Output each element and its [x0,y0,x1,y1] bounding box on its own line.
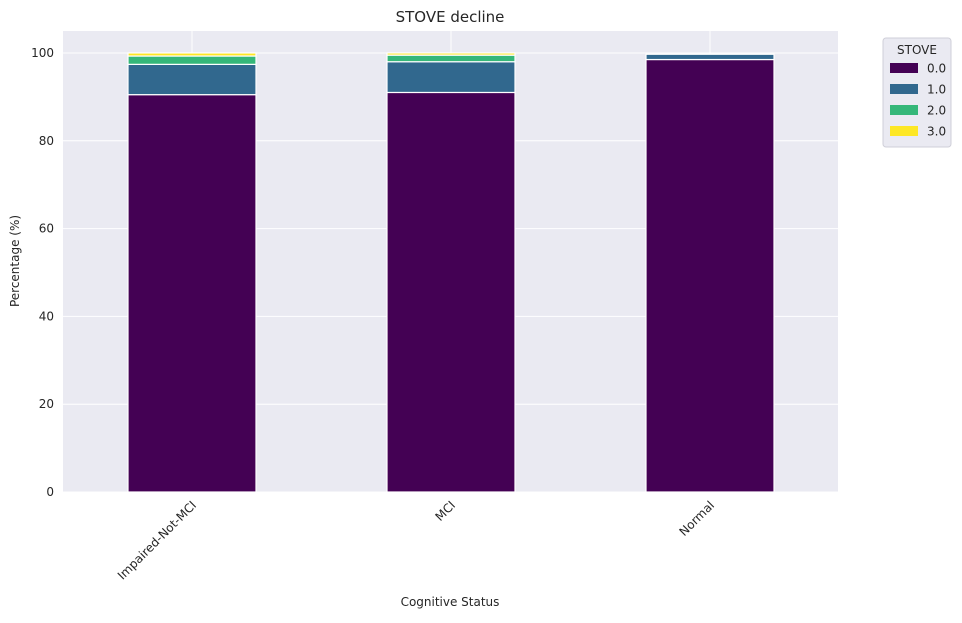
x-axis-label: Cognitive Status [401,595,500,609]
bar-segment [645,53,775,61]
x-tick-label: Impaired-Not-MCI [115,498,199,582]
y-tick-label: 40 [39,309,54,323]
y-tick-label: 100 [31,46,54,60]
x-axis-ticks: Impaired-Not-MCI MCI Normal [115,498,717,582]
bar-segment [127,94,257,493]
bar-segment [127,55,257,65]
chart-title: STOVE decline [396,8,505,26]
legend-label: 0.0 [927,62,946,76]
bar-segment [386,52,516,56]
legend-label: 3.0 [927,125,946,139]
legend-title: STOVE [897,43,937,57]
bar-segment [127,63,257,96]
y-axis-ticks: 0 20 40 60 80 100 [31,46,54,499]
bar-segment [386,91,516,493]
legend-swatch [890,63,918,73]
x-tick-label: Normal [677,498,718,539]
y-tick-label: 80 [39,134,54,148]
y-tick-label: 0 [46,485,54,499]
legend-label: 2.0 [927,104,946,118]
legend: STOVE 0.0 1.0 2.0 3.0 [882,37,952,148]
y-tick-label: 60 [39,222,54,236]
bar-segment [645,58,775,493]
y-axis-label: Percentage (%) [8,215,22,307]
x-tick-label: MCI [432,498,458,524]
legend-swatch [890,84,918,94]
bar-segment [386,61,516,94]
bars [127,52,775,493]
legend-items: 0.0 1.0 2.0 3.0 [890,62,946,139]
legend-swatch [890,126,918,136]
legend-swatch [890,105,918,115]
y-tick-label: 20 [39,397,54,411]
bar-segment [127,52,257,57]
legend-label: 1.0 [927,83,946,97]
bar-segment [386,54,516,63]
